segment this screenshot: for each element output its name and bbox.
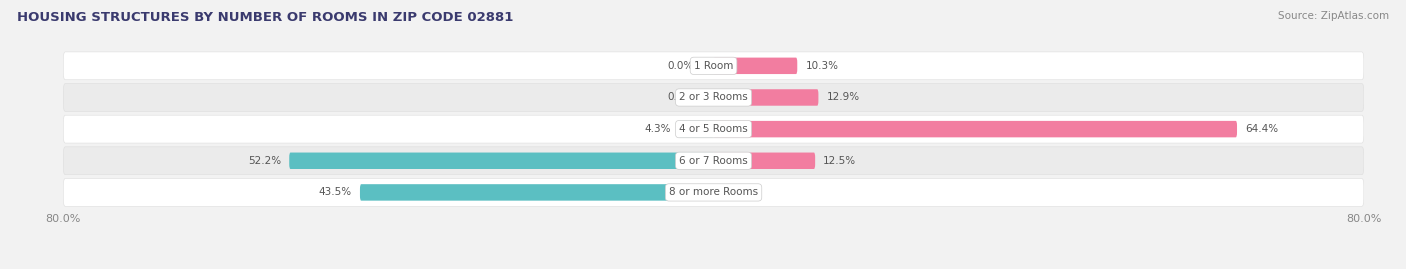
FancyBboxPatch shape: [290, 153, 713, 169]
Text: 10.3%: 10.3%: [806, 61, 838, 71]
Text: HOUSING STRUCTURES BY NUMBER OF ROOMS IN ZIP CODE 02881: HOUSING STRUCTURES BY NUMBER OF ROOMS IN…: [17, 11, 513, 24]
Text: 0.0%: 0.0%: [666, 61, 693, 71]
Text: Source: ZipAtlas.com: Source: ZipAtlas.com: [1278, 11, 1389, 21]
Text: 52.2%: 52.2%: [247, 156, 281, 166]
Text: 64.4%: 64.4%: [1246, 124, 1278, 134]
Text: 6 or 7 Rooms: 6 or 7 Rooms: [679, 156, 748, 166]
FancyBboxPatch shape: [713, 153, 815, 169]
FancyBboxPatch shape: [63, 52, 1364, 80]
Text: 12.9%: 12.9%: [827, 93, 859, 102]
FancyBboxPatch shape: [713, 121, 1237, 137]
Text: 2 or 3 Rooms: 2 or 3 Rooms: [679, 93, 748, 102]
FancyBboxPatch shape: [713, 58, 797, 74]
FancyBboxPatch shape: [679, 121, 713, 137]
FancyBboxPatch shape: [63, 147, 1364, 175]
FancyBboxPatch shape: [360, 184, 713, 201]
Text: 4.3%: 4.3%: [644, 124, 671, 134]
Text: 0.0%: 0.0%: [734, 187, 761, 197]
FancyBboxPatch shape: [63, 179, 1364, 206]
Text: 1 Room: 1 Room: [693, 61, 734, 71]
Text: 8 or more Rooms: 8 or more Rooms: [669, 187, 758, 197]
Text: 4 or 5 Rooms: 4 or 5 Rooms: [679, 124, 748, 134]
Text: 12.5%: 12.5%: [824, 156, 856, 166]
FancyBboxPatch shape: [713, 89, 818, 106]
FancyBboxPatch shape: [63, 84, 1364, 111]
FancyBboxPatch shape: [63, 115, 1364, 143]
Text: 0.0%: 0.0%: [666, 93, 693, 102]
Text: 43.5%: 43.5%: [319, 187, 352, 197]
